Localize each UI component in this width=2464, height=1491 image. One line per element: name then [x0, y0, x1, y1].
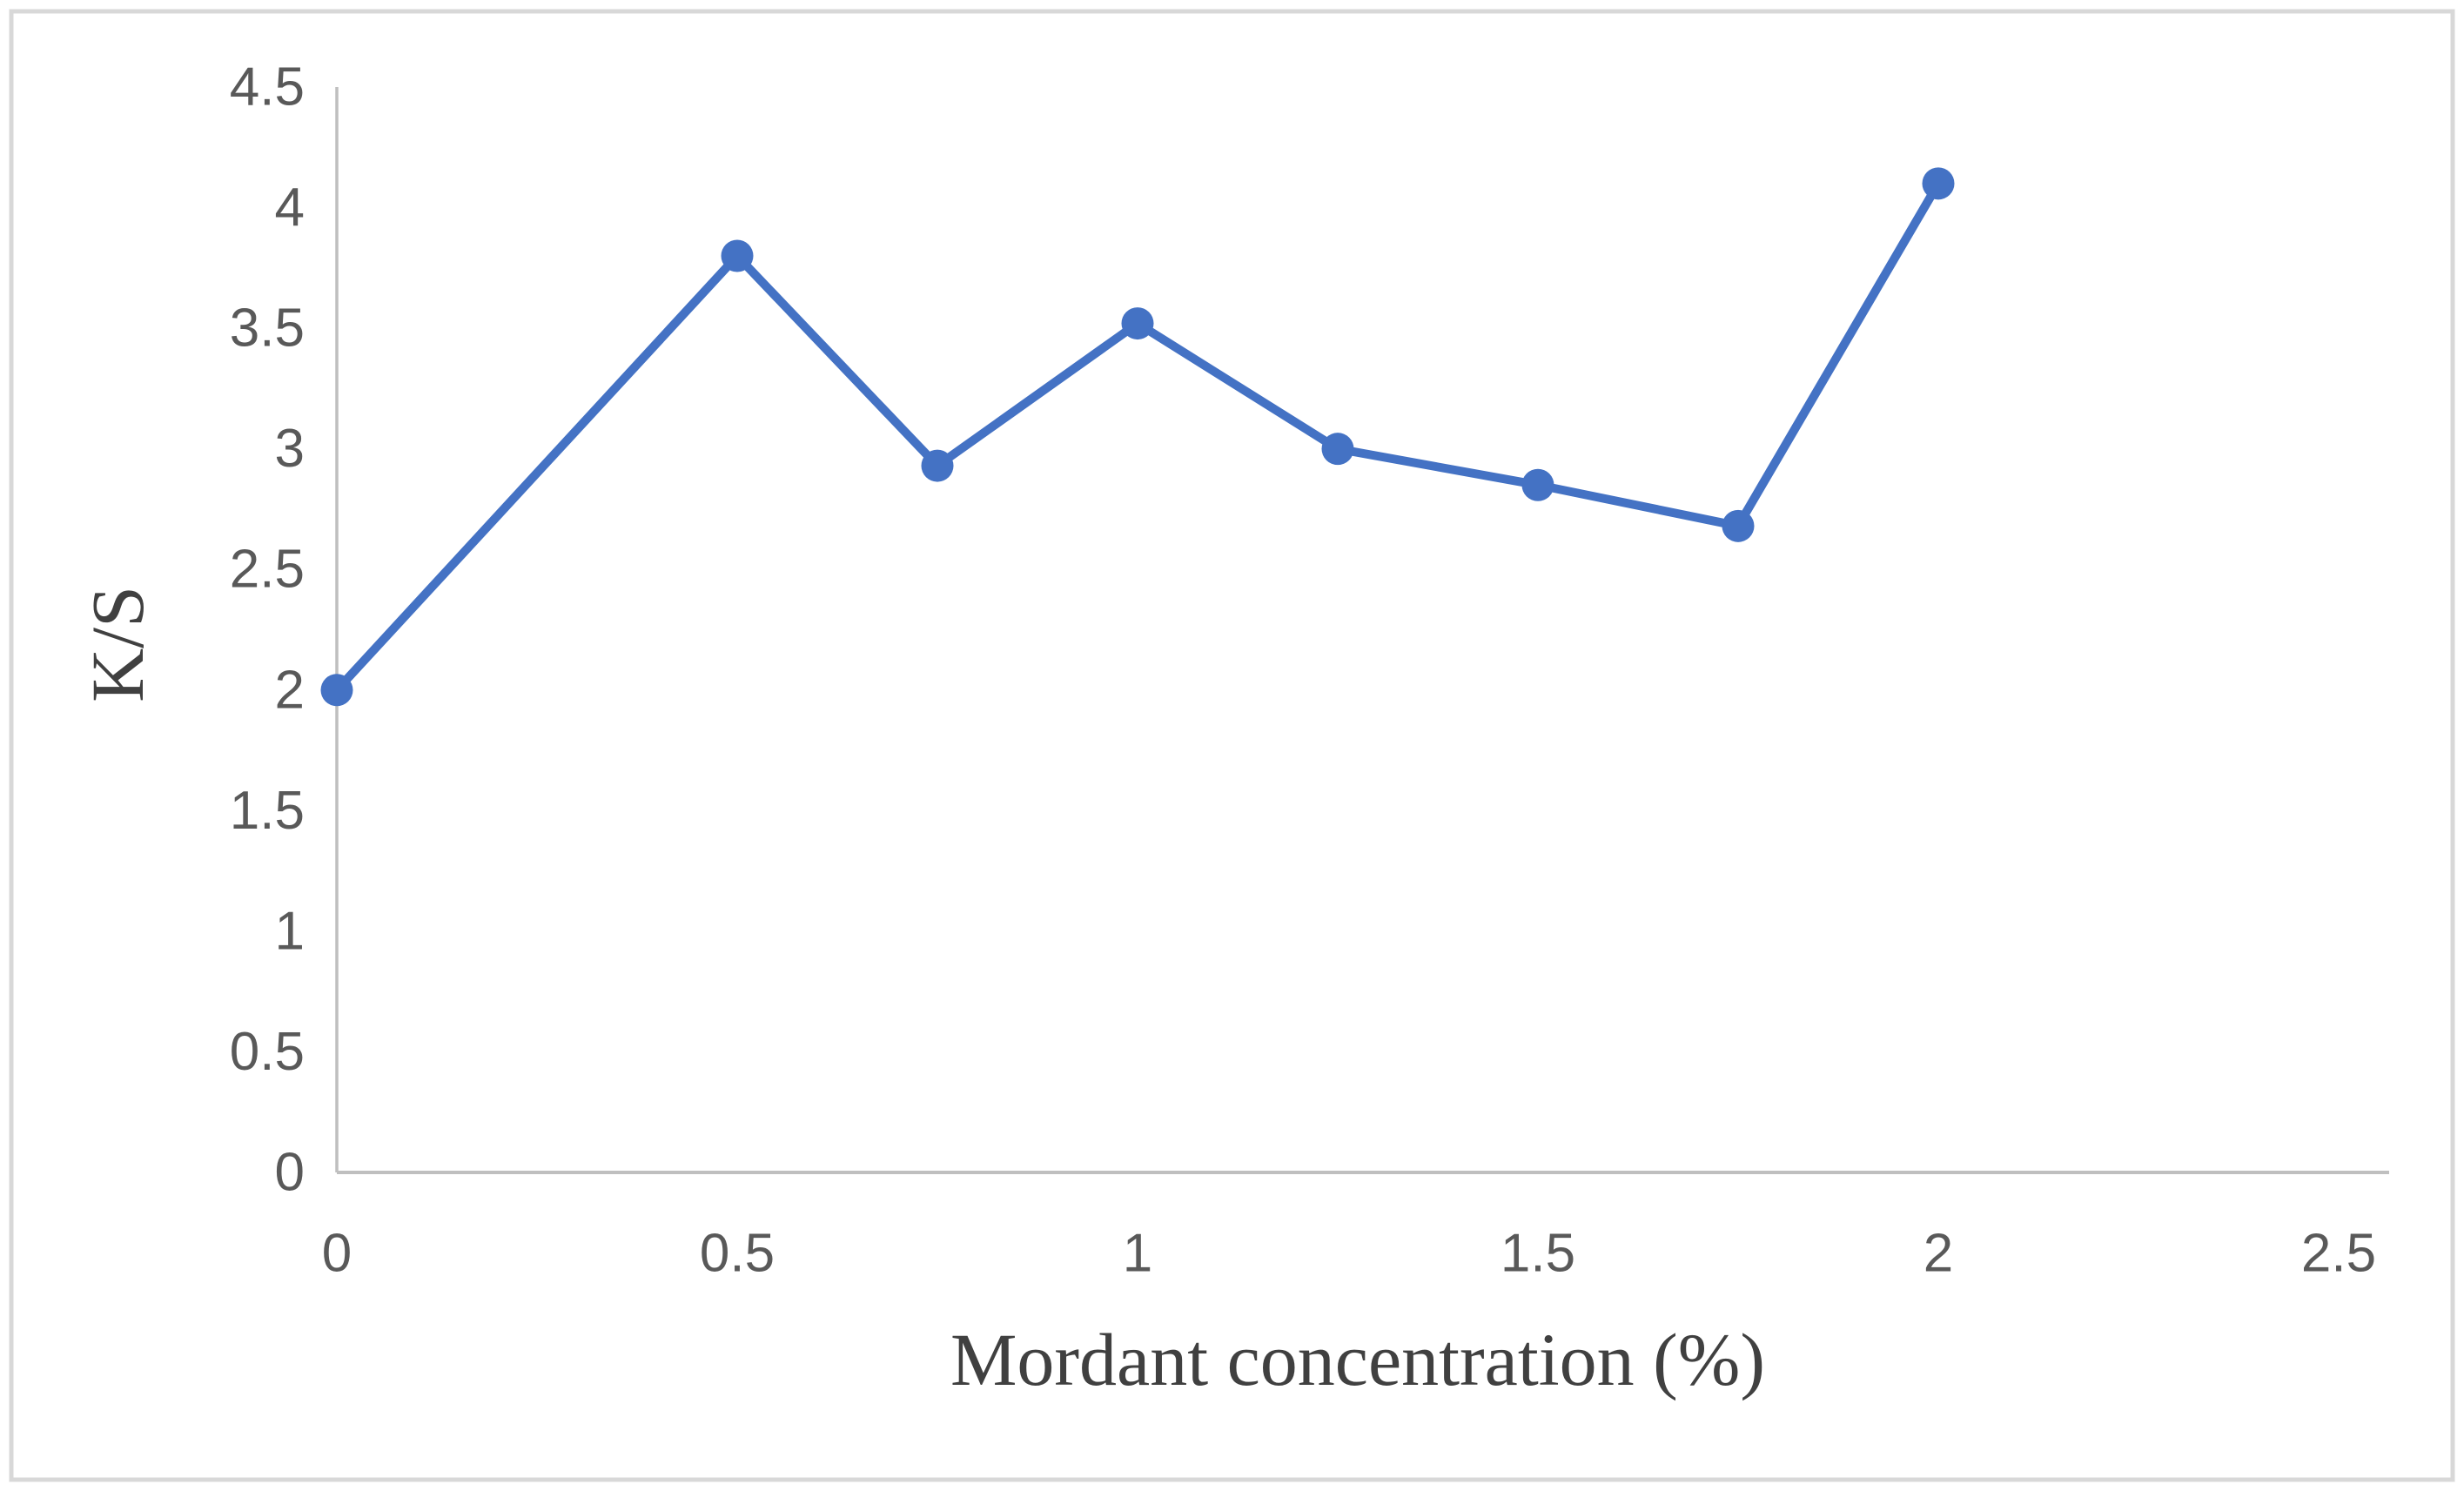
figure-border: [9, 9, 2455, 1482]
y-tick-label: 0: [275, 1143, 305, 1203]
data-point-marker: [921, 449, 954, 482]
y-tick-label: 2.5: [230, 540, 305, 600]
data-point-marker: [320, 674, 353, 707]
x-tick-label: 2: [1924, 1224, 1953, 1284]
y-tick-label: 1.5: [230, 781, 305, 841]
y-tick-label: 4: [275, 178, 305, 238]
data-point-marker: [1121, 307, 1154, 340]
axes: [335, 87, 2389, 1174]
x-tick-labels: 0 0.5 1 1.5 2 2.5: [322, 1224, 2376, 1284]
x-tick-label: 0: [322, 1224, 352, 1284]
data-point-marker: [1722, 509, 1755, 542]
data-point-marker: [721, 239, 754, 272]
y-tick-label: 0.5: [230, 1022, 305, 1082]
y-tick-label: 3.5: [230, 299, 305, 359]
y-tick-labels: 0 0.5 1 1.5 2 2.5 3 3.5 4 4.5: [230, 57, 305, 1203]
y-tick-label: 3: [275, 419, 305, 479]
series-line: [332, 178, 1943, 695]
x-tick-label: 2.5: [2301, 1224, 2376, 1284]
y-axis-title: K/S: [76, 586, 159, 702]
y-tick-label: 2: [275, 660, 305, 720]
x-tick-label: 1.5: [1501, 1224, 1575, 1284]
y-tick-label: 1: [275, 901, 305, 961]
x-tick-label: 0.5: [700, 1224, 775, 1284]
x-axis-title: Mordant concentration (%): [950, 1318, 1765, 1401]
y-tick-label: 4.5: [230, 57, 305, 118]
data-point-marker: [1922, 167, 1955, 200]
data-point-marker: [1321, 433, 1354, 466]
data-point-marker: [1521, 468, 1554, 501]
x-tick-label: 1: [1123, 1224, 1152, 1284]
data-series: [320, 167, 1955, 707]
